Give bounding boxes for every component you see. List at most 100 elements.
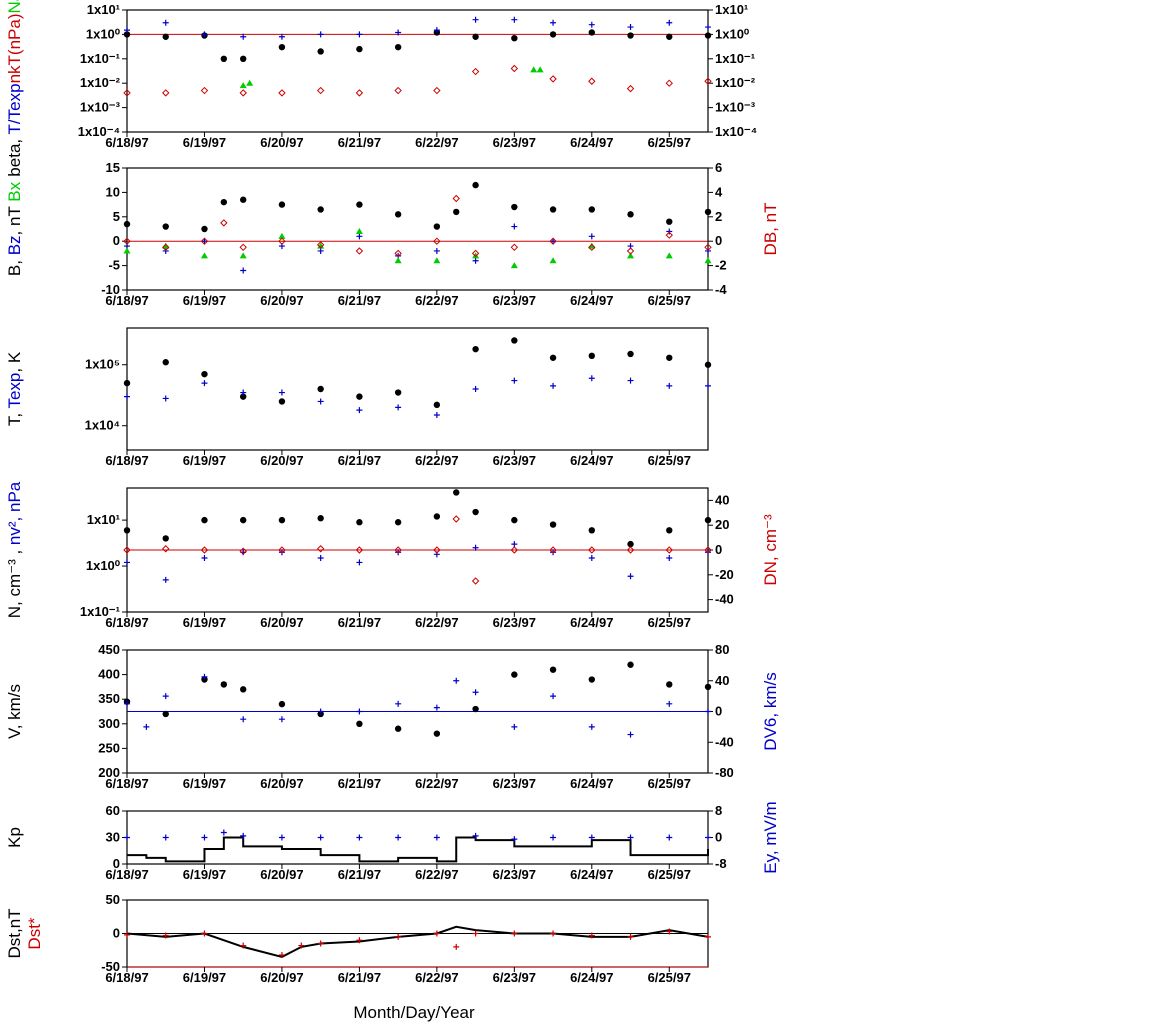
x-tick-label: 6/23/97 bbox=[493, 970, 536, 985]
point-V bbox=[666, 681, 673, 688]
point-beta bbox=[317, 48, 324, 55]
x-tick-label: 6/18/97 bbox=[105, 453, 148, 468]
point-B bbox=[666, 218, 673, 225]
y-tick-label: 1x10⁻¹ bbox=[80, 604, 120, 619]
y-axis-label: T, Texp, K bbox=[5, 351, 24, 426]
point-Dst* bbox=[627, 933, 634, 940]
point-B bbox=[220, 198, 228, 206]
point-N bbox=[627, 540, 634, 548]
point-Texp bbox=[588, 375, 595, 382]
point-Bx bbox=[123, 247, 131, 254]
point-nkT bbox=[200, 86, 209, 95]
point-T/Texp bbox=[240, 33, 247, 40]
point-DV6 bbox=[550, 693, 557, 700]
point-nv2 bbox=[511, 541, 518, 548]
point-beta bbox=[704, 32, 712, 39]
y-axis-label-part: , nPa bbox=[5, 481, 24, 521]
point-DB bbox=[452, 194, 460, 203]
x-tick-label: 6/22/97 bbox=[415, 867, 458, 882]
y-axis-label-part: N, cm⁻³ , bbox=[5, 545, 24, 618]
point-V bbox=[627, 661, 634, 668]
point-DN bbox=[278, 546, 286, 554]
point-Na/Np bbox=[246, 79, 254, 86]
point-DN bbox=[510, 546, 519, 554]
point-T bbox=[511, 337, 518, 344]
point-Ey bbox=[627, 834, 634, 841]
point-Ey bbox=[278, 834, 285, 841]
x-tick-label: 6/20/97 bbox=[260, 776, 303, 791]
x-tick-label: 6/18/97 bbox=[105, 135, 148, 150]
point-nv2 bbox=[705, 549, 711, 556]
point-T/Texp bbox=[201, 31, 208, 38]
point-N bbox=[666, 527, 673, 534]
point-DV6 bbox=[705, 708, 711, 715]
point-nkT bbox=[394, 86, 402, 95]
y-axis-label-part: T, bbox=[5, 409, 24, 427]
y-axis-label-part: Bz bbox=[5, 235, 24, 255]
x-tick-label: 6/21/97 bbox=[338, 615, 381, 630]
point-nkT bbox=[162, 89, 170, 97]
y-axis-label-part: , nT bbox=[5, 202, 24, 236]
plot-frame bbox=[126, 9, 709, 133]
point-Dst* bbox=[124, 931, 130, 938]
x-tick-label: 6/25/97 bbox=[648, 293, 691, 308]
point-T/Texp bbox=[666, 19, 673, 26]
point-beta bbox=[278, 43, 286, 51]
x-tick-label: 6/21/97 bbox=[338, 776, 381, 791]
point-V bbox=[433, 730, 441, 737]
point-Texp bbox=[550, 382, 557, 389]
panel-beta: 1x10¹ 1x10¹ 1x10⁰ 1x10⁰ 1x10⁻¹ 1x10⁻¹ 1x10⁻² 1x… bbox=[5, 0, 757, 177]
point-Texp bbox=[395, 404, 402, 411]
point-Dst* bbox=[550, 930, 557, 937]
point-N bbox=[162, 535, 169, 542]
point-Dst* bbox=[298, 942, 305, 949]
point-Bx bbox=[394, 257, 402, 264]
point-Dst* bbox=[162, 932, 169, 939]
point-Bx bbox=[355, 227, 363, 234]
point-Dst* bbox=[472, 930, 479, 937]
y-axis-label-part: Kp bbox=[5, 827, 24, 848]
x-tick-label: 6/20/97 bbox=[260, 453, 303, 468]
x-tick-label: 6/19/97 bbox=[183, 453, 226, 468]
point-Bx bbox=[200, 252, 208, 259]
y-axis-label: N, cm⁻³ , nv², nPa bbox=[5, 481, 24, 618]
point-DV6 bbox=[317, 708, 324, 715]
point-nkT bbox=[626, 84, 635, 93]
point-Ey bbox=[220, 829, 227, 836]
x-tick-label: 6/22/97 bbox=[415, 135, 458, 150]
point-Ey bbox=[472, 832, 479, 839]
y-tick-label: 10 bbox=[106, 184, 120, 199]
point-N bbox=[201, 516, 208, 524]
point-nkT bbox=[704, 77, 712, 85]
y2-tick-label: 40 bbox=[715, 673, 729, 688]
y2-axis-label-part: DV6, km/s bbox=[761, 672, 780, 750]
point-T bbox=[278, 398, 286, 405]
y-tick-label: -50 bbox=[101, 959, 120, 974]
y-axis-label-part: Na/Np bbox=[5, 0, 24, 14]
point-DV6 bbox=[356, 708, 363, 715]
point-DV6 bbox=[627, 731, 634, 738]
point-DB bbox=[510, 243, 519, 252]
x-tick-label: 6/21/97 bbox=[338, 293, 381, 308]
point-N bbox=[549, 521, 557, 528]
point-nkT bbox=[471, 67, 480, 76]
point-Ey bbox=[588, 834, 595, 841]
point-Na/Np bbox=[239, 82, 247, 89]
point-T bbox=[472, 345, 479, 353]
y-tick-label: -5 bbox=[108, 258, 120, 273]
point-B bbox=[588, 206, 595, 213]
y-tick-label: 1x10⁰ bbox=[86, 558, 121, 573]
point-beta bbox=[588, 29, 595, 36]
point-Bz bbox=[472, 257, 479, 264]
point-nkT bbox=[588, 77, 596, 85]
point-nv2 bbox=[627, 573, 634, 580]
point-Bx bbox=[665, 252, 673, 259]
y2-axis-label-part: DB, nT bbox=[761, 203, 780, 256]
point-beta bbox=[394, 43, 402, 51]
point-DN bbox=[626, 546, 635, 554]
point-DB bbox=[626, 247, 635, 255]
point-N bbox=[317, 515, 324, 522]
point-V bbox=[162, 710, 169, 718]
point-DV6 bbox=[666, 700, 673, 707]
y2-tick-label: 20 bbox=[715, 517, 729, 532]
